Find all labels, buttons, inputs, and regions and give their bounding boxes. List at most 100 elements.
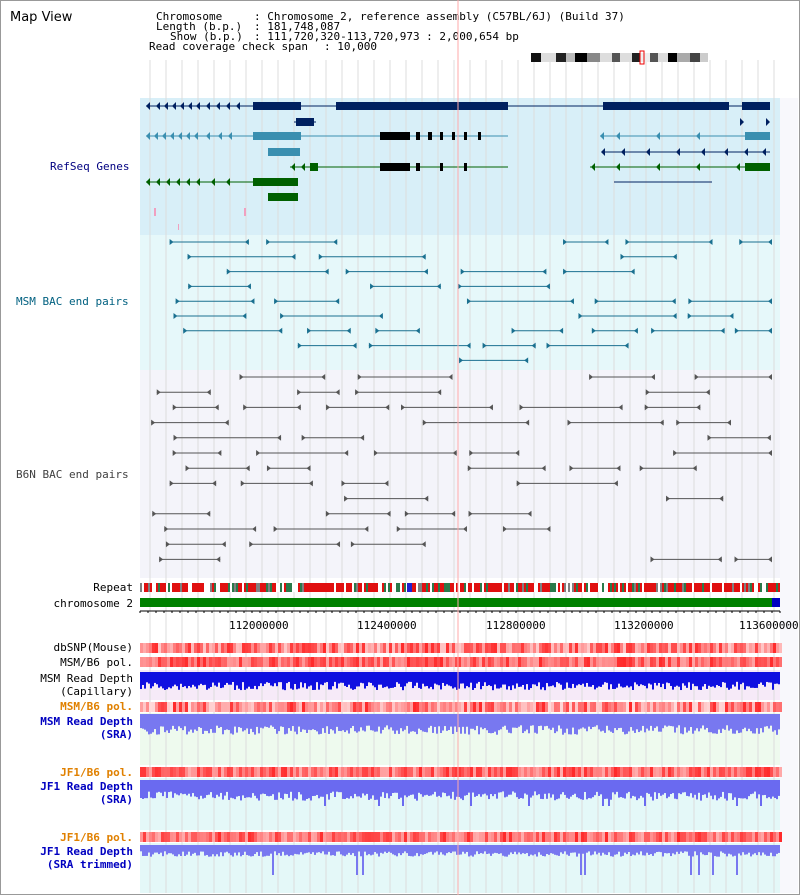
depth-bar	[766, 714, 768, 727]
jf1-depth-sra-sub-label: (SRA)	[99, 793, 133, 806]
refseq-gene-track[interactable]	[146, 102, 770, 230]
depth-bar	[396, 780, 398, 793]
polymorphism-cell	[239, 643, 242, 653]
polymorphism-cell	[371, 702, 374, 712]
chromosome-end	[772, 598, 780, 607]
polymorphism-cell	[725, 657, 728, 667]
depth-bar	[682, 714, 684, 735]
repeat-block	[700, 583, 702, 592]
polymorphism-cell	[185, 767, 188, 777]
depth-bar	[376, 780, 378, 800]
polymorphism-cell	[470, 657, 473, 667]
repeat-block	[366, 583, 368, 592]
polymorphism-cell	[686, 702, 689, 712]
polymorphism-cell	[503, 643, 506, 653]
polymorphism-cell	[248, 702, 251, 712]
polymorphism-cell	[443, 657, 446, 667]
polymorphism-cell	[392, 702, 395, 712]
depth-bar	[594, 845, 596, 852]
depth-bar	[624, 714, 626, 735]
polymorphism-cell	[695, 702, 698, 712]
repeat-block	[322, 583, 324, 592]
depth-bar	[710, 780, 712, 796]
depth-bar	[600, 780, 602, 795]
msm-depth-capillary-label: MSM Read Depth	[40, 672, 133, 685]
depth-bar	[600, 672, 602, 687]
polymorphism-cell	[692, 767, 695, 777]
depth-bar	[422, 845, 424, 855]
polymorphism-cell	[341, 832, 344, 842]
polymorphism-cell	[728, 767, 731, 777]
depth-bar	[296, 780, 298, 800]
depth-bar	[652, 845, 654, 856]
depth-bar	[534, 714, 536, 733]
depth-bar	[686, 672, 688, 688]
polymorphism-cell	[581, 643, 584, 653]
depth-bar	[570, 780, 572, 797]
repeat-block	[688, 583, 690, 592]
polymorphism-cell	[590, 767, 593, 777]
gene-strand-arrow	[621, 148, 625, 156]
chromosome-ideogram[interactable]	[531, 50, 708, 65]
depth-bar	[214, 672, 216, 686]
msm-depth-sra-sub-label: (SRA)	[99, 728, 133, 741]
depth-bar	[532, 780, 534, 796]
b6n-bac-track[interactable]	[151, 374, 772, 563]
depth-bar	[228, 714, 230, 731]
bac-end	[173, 434, 178, 441]
polymorphism-cell	[311, 767, 314, 777]
polymorphism-cell	[764, 767, 767, 777]
repeat-block	[576, 583, 578, 592]
polymorphism-cell	[476, 643, 479, 653]
polymorphism-cell	[674, 832, 677, 842]
polymorphism-cell	[758, 832, 761, 842]
polymorphism-cell	[773, 702, 776, 712]
polymorphism-cell	[248, 767, 251, 777]
depth-bar	[478, 845, 480, 855]
polymorphism-cell	[590, 702, 593, 712]
repeat-block	[492, 583, 494, 592]
polymorphism-cell	[596, 832, 599, 842]
depth-bar	[724, 714, 726, 730]
depth-bar	[438, 672, 440, 686]
repeat-block	[342, 583, 344, 592]
depth-bar	[378, 714, 380, 727]
depth-bar	[330, 780, 332, 793]
polymorphism-cell	[206, 657, 209, 667]
depth-bar	[156, 780, 158, 793]
repeat-block	[428, 583, 430, 592]
polymorphism-cell	[413, 767, 416, 777]
polymorphism-cell	[140, 767, 143, 777]
depth-bar	[342, 845, 344, 856]
polymorphism-cell	[329, 643, 332, 653]
polymorphism-cell	[179, 657, 182, 667]
depth-bar	[672, 714, 674, 727]
msm-bac-track[interactable]	[169, 239, 772, 364]
polymorphism-cell	[269, 702, 272, 712]
polymorphism-cell	[734, 657, 737, 667]
depth-bar	[148, 845, 150, 853]
polymorphism-cell	[452, 657, 455, 667]
polymorphism-cell	[740, 702, 743, 712]
depth-bar	[638, 672, 640, 687]
polymorphism-cell	[431, 832, 434, 842]
depth-bar	[772, 714, 774, 732]
depth-bar	[392, 780, 394, 793]
msm-b6-pol-2-label: MSM/B6 pol.	[60, 700, 133, 713]
polymorphism-cell	[728, 657, 731, 667]
depth-bar	[562, 845, 564, 854]
polymorphism-cell	[434, 657, 437, 667]
depth-bar	[306, 672, 308, 689]
polymorphism-cell	[518, 702, 521, 712]
polymorphism-cell	[230, 767, 233, 777]
polymorphism-cell	[197, 657, 200, 667]
polymorphism-cell	[317, 832, 320, 842]
bac-end	[650, 556, 655, 563]
bac-end	[717, 556, 722, 563]
polymorphism-cell	[563, 643, 566, 653]
depth-bar	[764, 780, 766, 795]
polymorphism-cell	[647, 832, 650, 842]
repeat-block	[436, 583, 438, 592]
repeat-block	[326, 583, 328, 592]
depth-bar	[196, 672, 198, 689]
